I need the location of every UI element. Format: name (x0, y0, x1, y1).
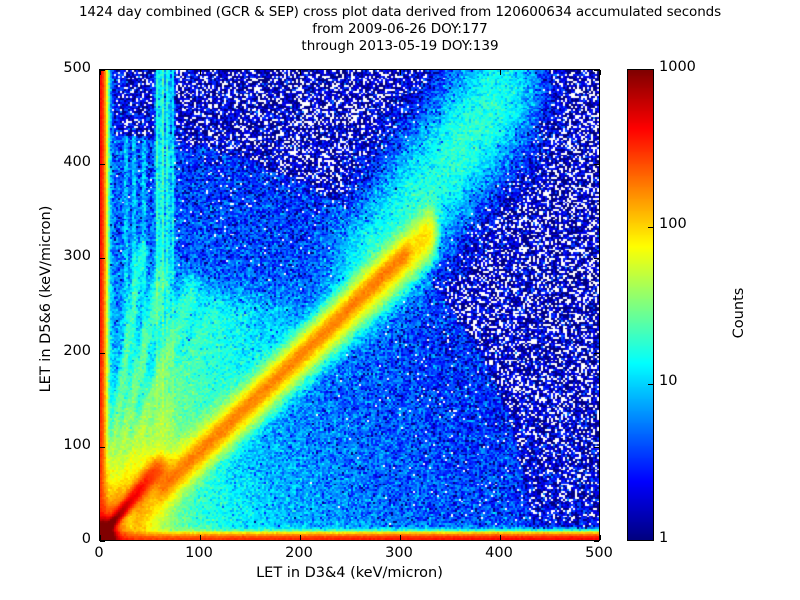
colorbar (627, 69, 654, 541)
y-axis-label: LET in D5&6 (keV/micron) (38, 205, 54, 393)
chart-title-line-1: 1424 day combined (GCR & SEP) cross plot… (78, 4, 722, 20)
y-tick-right-500 (594, 70, 599, 71)
colorbar-label-1000: 1000 (659, 59, 696, 75)
heatmap-canvas (100, 70, 599, 540)
y-tick-label-400: 400 (63, 154, 91, 170)
x-tick-100 (200, 535, 201, 540)
x-tick-300 (400, 535, 401, 540)
y-tick-300 (100, 258, 105, 259)
y-tick-label-300: 300 (63, 248, 91, 264)
x-tick-label-200: 200 (285, 545, 313, 561)
x-tick-500 (600, 535, 601, 540)
x-tick-400 (500, 535, 501, 540)
x-tick-label-500: 500 (585, 545, 613, 561)
plot-area (99, 69, 601, 542)
y-tick-500 (100, 70, 105, 71)
y-tick-200 (100, 353, 105, 354)
colorbar-label-10: 10 (659, 373, 678, 389)
chart-title-line-2: from 2009-06-26 DOY:177 (312, 21, 488, 37)
y-tick-right-0 (594, 541, 599, 542)
x-tick-top-0 (100, 70, 101, 75)
y-tick-right-200 (594, 353, 599, 354)
chart-title: 1424 day combined (GCR & SEP) cross plot… (0, 4, 800, 55)
colorbar-title: Counts (731, 287, 747, 339)
x-tick-label-400: 400 (485, 545, 513, 561)
x-tick-200 (300, 535, 301, 540)
x-tick-top-300 (400, 70, 401, 75)
y-tick-right-100 (594, 447, 599, 448)
x-tick-top-100 (200, 70, 201, 75)
x-axis-label: LET in D3&4 (keV/micron) (256, 565, 443, 581)
chart-title-line-3: through 2013-05-19 DOY:139 (301, 38, 499, 54)
x-tick-top-500 (600, 70, 601, 75)
y-tick-label-0: 0 (81, 531, 91, 547)
x-tick-label-0: 0 (94, 545, 104, 561)
y-tick-0 (100, 541, 105, 542)
colorbar-label-1: 1 (659, 530, 669, 546)
y-tick-right-400 (594, 164, 599, 165)
colorbar-tick-10 (648, 384, 653, 385)
y-tick-label-100: 100 (63, 437, 91, 453)
y-tick-label-200: 200 (63, 343, 91, 359)
colorbar-gradient (628, 70, 653, 540)
y-tick-400 (100, 164, 105, 165)
y-tick-label-500: 500 (63, 60, 91, 76)
x-tick-top-200 (300, 70, 301, 75)
x-tick-label-300: 300 (385, 545, 413, 561)
x-tick-label-100: 100 (185, 545, 213, 561)
y-tick-100 (100, 447, 105, 448)
y-tick-right-300 (594, 258, 599, 259)
colorbar-tick-100 (648, 227, 653, 228)
colorbar-label-100: 100 (659, 216, 687, 232)
x-tick-top-400 (500, 70, 501, 75)
x-tick-0 (100, 535, 101, 540)
